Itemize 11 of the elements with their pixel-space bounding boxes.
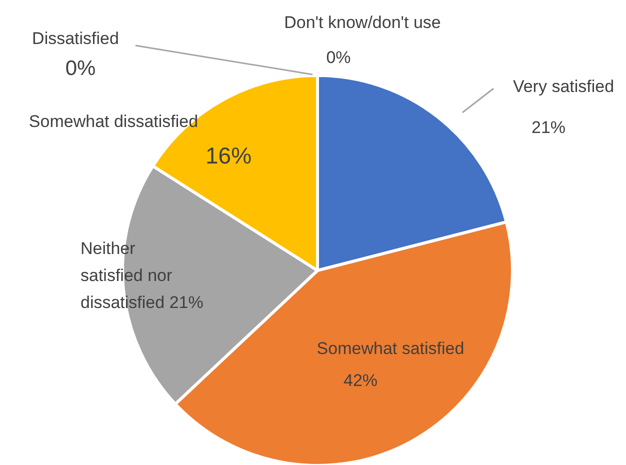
data-label: 21% — [531, 118, 566, 137]
data-label: 16% — [205, 142, 252, 168]
category-label: Dissatisfied — [32, 29, 119, 48]
data-label: 42% — [343, 371, 378, 390]
slice-label: Somewhat satisfied — [316, 339, 464, 358]
text: 0% — [326, 48, 351, 67]
slice-label: Somewhat dissatisfied — [28, 112, 198, 131]
slice-label: Neither satisfied nor dissatisfied 21% — [80, 239, 204, 312]
category-label: Don't know/don't use — [284, 13, 441, 32]
text: 0% — [65, 57, 96, 80]
slice-label: Very satisfied — [512, 77, 614, 96]
